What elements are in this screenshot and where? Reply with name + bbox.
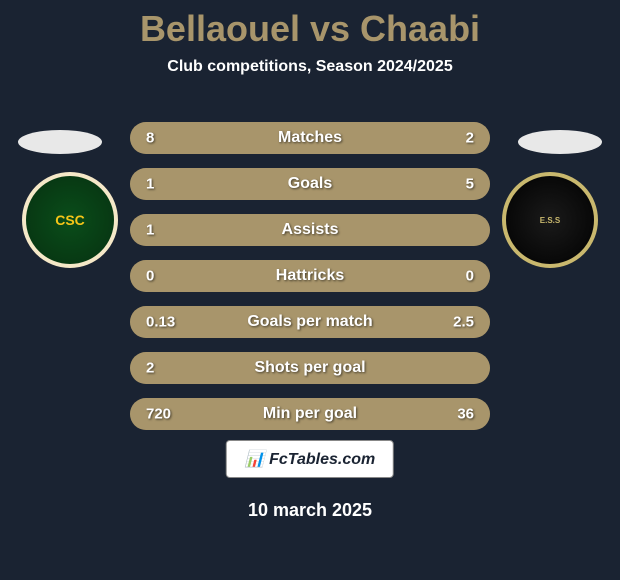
comparison-date: 10 march 2025	[248, 500, 372, 521]
stat-row: Shots per goal 2	[130, 352, 490, 384]
stat-row: Goals per match 0.13 2.5	[130, 306, 490, 338]
stat-value-right: 36	[457, 406, 474, 423]
player-placeholder-left	[18, 130, 102, 154]
stat-row: Hattricks 0 0	[130, 260, 490, 292]
site-logo: 📊 FcTables.com	[226, 440, 394, 478]
stat-row: Assists 1	[130, 214, 490, 246]
stat-fill-right	[418, 122, 490, 154]
stat-label: Hattricks	[276, 267, 344, 285]
stat-value-right: 2.5	[453, 314, 474, 331]
club-badge-right: E.S.S	[502, 172, 598, 268]
club-badge-right-text: E.S.S	[540, 216, 560, 225]
stat-label: Min per goal	[263, 405, 357, 423]
club-badge-left: CSC	[22, 172, 118, 268]
stats-container: Matches 8 2 Goals 1 5 Assists 1 Hattricks 0 0 Goals…	[130, 122, 490, 444]
stat-label: Goals	[288, 175, 332, 193]
stat-value-right: 0	[466, 268, 474, 285]
stat-fill-left	[130, 122, 418, 154]
stat-fill-right	[191, 168, 490, 200]
comparison-title: Bellaouel vs Chaabi	[0, 0, 620, 50]
club-badge-left-text: CSC	[55, 212, 85, 228]
stat-value-right: 2	[466, 130, 474, 147]
stat-fill-left	[130, 168, 191, 200]
stat-row: Goals 1 5	[130, 168, 490, 200]
stat-label: Shots per goal	[254, 359, 365, 377]
stat-label: Goals per match	[247, 313, 372, 331]
stat-row: Min per goal 720 36	[130, 398, 490, 430]
stat-value-left: 0.13	[146, 314, 175, 331]
stat-fill-right	[472, 398, 490, 430]
stat-label: Assists	[282, 221, 339, 239]
stat-value-left: 1	[146, 176, 154, 193]
stat-row: Matches 8 2	[130, 122, 490, 154]
stat-value-left: 2	[146, 360, 154, 377]
stat-value-right: 5	[466, 176, 474, 193]
stat-value-left: 8	[146, 130, 154, 147]
logo-text: FcTables.com	[269, 451, 375, 468]
stat-label: Matches	[278, 129, 342, 147]
logo-chart-icon: 📊	[245, 451, 265, 468]
stat-value-left: 1	[146, 222, 154, 239]
player-placeholder-right	[518, 130, 602, 154]
stat-value-left: 720	[146, 406, 171, 423]
stat-value-left: 0	[146, 268, 154, 285]
comparison-subtitle: Club competitions, Season 2024/2025	[0, 58, 620, 76]
